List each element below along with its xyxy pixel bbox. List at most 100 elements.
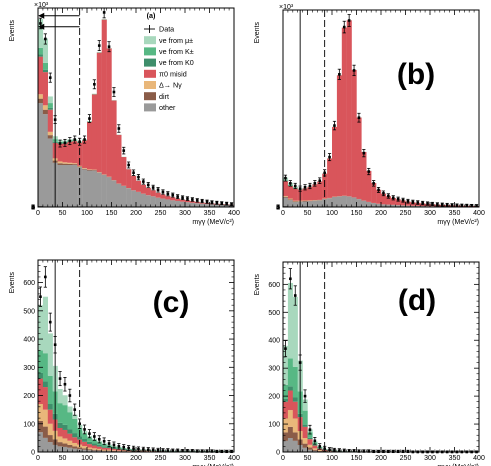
data-point	[328, 155, 331, 159]
x-axis-label: mγγ (MeV/c²)	[437, 464, 479, 466]
bar-dirt	[317, 450, 323, 452]
data-point	[426, 202, 429, 205]
bar-delta	[42, 105, 48, 110]
data-point	[137, 175, 140, 179]
bar-other	[395, 205, 401, 207]
bar-other	[229, 205, 235, 207]
panel-label: (c)	[153, 286, 190, 319]
data-point	[112, 443, 116, 447]
bar-pi0_misid	[155, 192, 161, 198]
bar-pi0_misid	[116, 134, 122, 184]
x-tick-label: 50	[304, 455, 312, 462]
x-axis-label: mγγ (MeV/c²)	[192, 464, 234, 466]
x-tick-label: 350	[449, 210, 461, 217]
x-tick-label: 400	[473, 455, 485, 462]
data-point	[142, 180, 145, 183]
data-point	[195, 450, 199, 453]
data-point	[93, 435, 96, 438]
bar-delta	[106, 449, 112, 451]
data-point	[68, 139, 72, 143]
bar-other	[204, 204, 210, 207]
bar-pi0_misid	[302, 188, 308, 201]
bar-nue_k0	[307, 437, 313, 440]
data-point	[117, 127, 121, 130]
bar-other	[131, 190, 137, 207]
bar-other	[224, 205, 230, 207]
bar-other	[287, 200, 293, 207]
data-point	[97, 437, 101, 441]
data-point	[338, 73, 341, 76]
y-tick-label: 500	[268, 310, 280, 317]
bar-pi0_misid	[47, 109, 53, 132]
x-tick-label: 300	[424, 455, 436, 462]
y-tick-label: 300	[268, 366, 280, 373]
data-point	[132, 447, 135, 450]
bar-other	[287, 438, 293, 452]
bar-nue_k0	[101, 446, 107, 448]
data-point	[53, 118, 57, 121]
bar-other	[42, 114, 48, 207]
bar-pi0_misid	[57, 143, 63, 162]
bar-delta	[47, 131, 53, 136]
data-point	[39, 295, 42, 299]
bar-dirt	[111, 450, 117, 452]
y-tick-label: 100	[23, 421, 35, 428]
bar-pi0_misid	[96, 446, 102, 449]
data-point	[220, 201, 224, 205]
bar-other	[327, 198, 333, 207]
data-point	[127, 163, 130, 167]
bar-dirt	[47, 135, 53, 139]
bar-pi0_misid	[332, 126, 338, 197]
y-tick-label: 8	[31, 204, 35, 211]
data-point	[137, 447, 140, 451]
x-tick-label: 100	[81, 210, 93, 217]
bar-pi0_misid	[189, 201, 195, 203]
bar-pi0_misid	[327, 158, 333, 198]
bar-other	[376, 203, 382, 207]
bar-delta	[42, 409, 48, 427]
bar-delta	[62, 162, 68, 164]
bar-nue_k0	[287, 386, 293, 391]
data-point	[166, 192, 170, 196]
y-axis-label: Events	[9, 272, 16, 294]
bar-nue_k0	[57, 422, 63, 428]
data-point	[377, 188, 380, 192]
x-tick-label: 100	[326, 455, 338, 462]
bar-other	[185, 202, 191, 207]
x-tick-label: 300	[179, 455, 191, 462]
bar-nue_mu	[38, 305, 44, 351]
data-point	[171, 193, 175, 197]
bar-other	[341, 195, 347, 207]
bar-nue_k	[57, 403, 63, 423]
bar-delta	[91, 448, 97, 450]
data-point	[156, 188, 160, 192]
bar-other	[214, 204, 220, 207]
bar-nue_mu	[57, 389, 63, 404]
data-point	[200, 450, 204, 453]
bar-pi0_misid	[341, 27, 347, 196]
x-tick-label: 200	[375, 210, 387, 217]
y-tick-label: 300	[23, 365, 35, 372]
x-tick-label: 150	[106, 210, 118, 217]
x-tick-label: 250	[400, 210, 412, 217]
x-tick-label: 400	[228, 455, 240, 462]
bar-delta	[292, 200, 298, 202]
bar-other	[385, 204, 391, 207]
y-tick-label: 0	[31, 450, 35, 457]
data-point	[323, 447, 326, 450]
bar-pi0_misid	[140, 184, 146, 194]
data-point	[191, 449, 194, 453]
data-point	[445, 203, 449, 207]
bar-delta	[77, 165, 83, 167]
bar-pi0_misid	[38, 378, 44, 404]
bar-nue_k0	[91, 443, 97, 446]
legend-label-dirt: dirt	[159, 92, 169, 101]
bar-nue_k0	[292, 397, 298, 402]
bar-delta	[101, 449, 107, 451]
bar-dirt	[62, 163, 68, 165]
bar-delta	[57, 161, 63, 164]
bar-other	[155, 197, 161, 207]
bar-nue_k0	[283, 398, 289, 402]
